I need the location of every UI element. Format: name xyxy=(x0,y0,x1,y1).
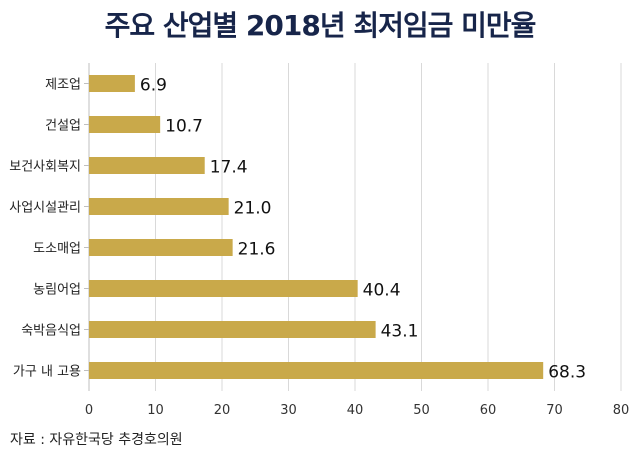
category-label: 제조업 xyxy=(45,78,81,93)
data-label: 21.6 xyxy=(238,240,276,260)
grid-lines xyxy=(155,63,622,391)
bar xyxy=(89,198,229,215)
x-tick-label: 60 xyxy=(480,403,497,418)
bar xyxy=(89,321,376,338)
data-label: 10.7 xyxy=(165,117,203,137)
x-tick-label: 30 xyxy=(280,403,297,418)
data-label: 43.1 xyxy=(381,322,419,342)
x-tick-label: 50 xyxy=(413,403,430,418)
category-label: 보건사회복지 xyxy=(9,160,81,175)
x-tick-label: 80 xyxy=(613,403,630,418)
category-label: 사업시설관리 xyxy=(9,201,81,216)
category-label: 농림어업 xyxy=(33,283,81,298)
data-label: 40.4 xyxy=(363,281,401,301)
x-tick-label: 10 xyxy=(147,403,164,418)
x-tick-label: 70 xyxy=(546,403,563,418)
source-note: 자료 : 자유한국당 추경호의원 xyxy=(10,432,183,448)
x-tick-label: 40 xyxy=(347,403,364,418)
chart-title: 주요 산업별 2018년 최저임금 미만율 xyxy=(104,9,537,42)
category-label: 도소매업 xyxy=(33,242,81,257)
bar-series xyxy=(89,75,544,379)
bar xyxy=(89,157,205,174)
bar xyxy=(89,116,161,133)
data-label: 17.4 xyxy=(210,158,248,178)
bar xyxy=(89,75,135,92)
chart-axes xyxy=(84,63,90,391)
bar xyxy=(89,280,358,297)
bar xyxy=(89,239,233,256)
data-label: 6.9 xyxy=(140,76,167,96)
chart-labels: 0 10 20 30 40 50 60 70 80 제조업 6.9 건설업 10.7 보건사회복지 17.4… xyxy=(9,76,629,419)
category-label: 숙박음식업 xyxy=(21,324,81,339)
data-label: 68.3 xyxy=(548,363,586,383)
category-label: 가구 내 고용 xyxy=(13,365,81,380)
category-label: 건설업 xyxy=(45,119,81,134)
x-tick-label: 20 xyxy=(214,403,231,418)
data-label: 21.0 xyxy=(234,199,272,219)
x-tick-label: 0 xyxy=(85,403,93,418)
bar xyxy=(89,362,544,379)
